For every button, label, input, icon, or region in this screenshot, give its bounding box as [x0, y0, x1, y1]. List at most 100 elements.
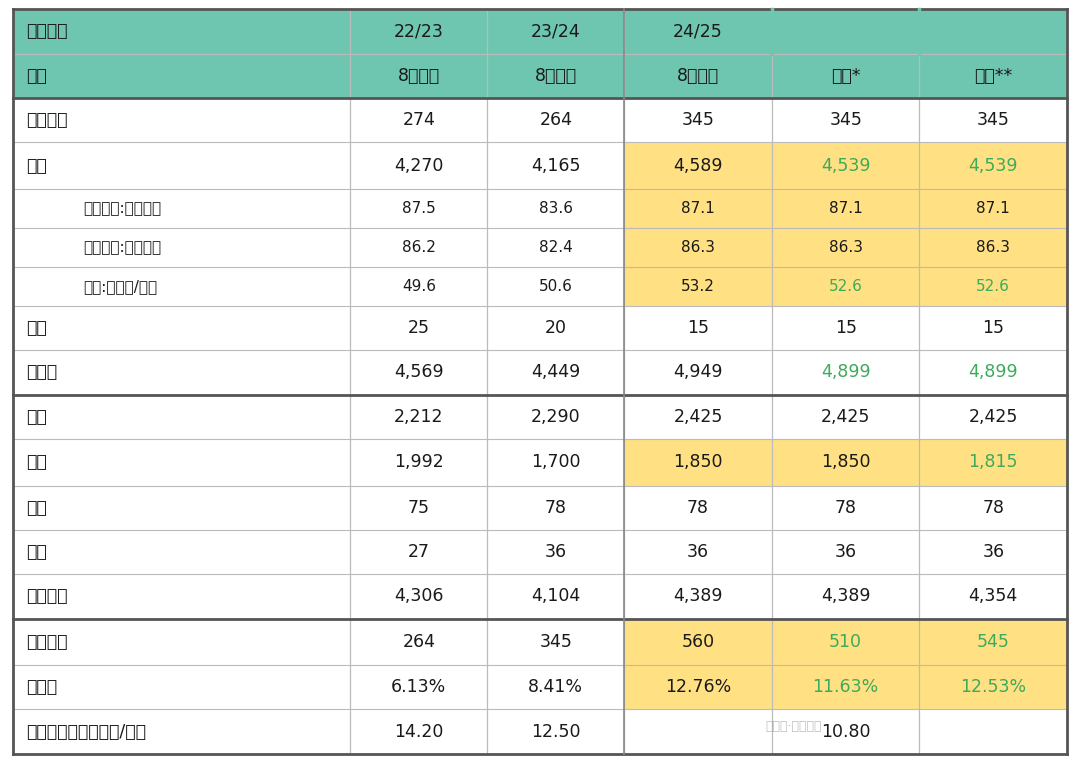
Text: 345: 345: [681, 111, 715, 129]
Bar: [624, 267, 772, 306]
Text: 52.6: 52.6: [976, 278, 1010, 294]
Text: 出口: 出口: [26, 453, 46, 472]
Text: 12.50: 12.50: [531, 723, 581, 741]
Text: 2,425: 2,425: [969, 407, 1018, 426]
Text: 11.63%: 11.63%: [812, 678, 879, 697]
Text: 4,165: 4,165: [531, 156, 581, 175]
Text: 83.6: 83.6: [539, 201, 572, 216]
Text: 36: 36: [982, 543, 1004, 561]
Text: 15: 15: [687, 319, 710, 337]
Text: 14.20: 14.20: [394, 723, 444, 741]
Text: 4,104: 4,104: [531, 588, 580, 605]
Text: 4,306: 4,306: [394, 588, 444, 605]
Text: 1,815: 1,815: [969, 453, 1018, 472]
Text: 1,992: 1,992: [394, 453, 444, 472]
Bar: [772, 53, 919, 98]
Text: 87.1: 87.1: [976, 201, 1010, 216]
Text: 12.53%: 12.53%: [960, 678, 1026, 697]
Text: 6.13%: 6.13%: [391, 678, 446, 697]
Text: 平均农场价格（美元/蒲）: 平均农场价格（美元/蒲）: [26, 723, 146, 741]
Text: 78: 78: [835, 499, 856, 517]
Text: 2,425: 2,425: [821, 407, 870, 426]
Text: 23/24: 23/24: [531, 22, 581, 40]
Text: 8月预估: 8月预估: [677, 66, 719, 85]
Text: 25: 25: [408, 319, 430, 337]
Text: 10.80: 10.80: [821, 723, 870, 741]
Text: 8月预估: 8月预估: [535, 66, 577, 85]
Bar: [919, 439, 1067, 485]
Text: 24/25: 24/25: [673, 22, 723, 40]
Text: 86.3: 86.3: [828, 240, 863, 255]
Bar: [624, 142, 772, 188]
Text: 560: 560: [681, 633, 715, 651]
Text: 78: 78: [544, 499, 567, 517]
Text: 1,850: 1,850: [673, 453, 723, 472]
Text: 15: 15: [982, 319, 1004, 337]
Text: 1,850: 1,850: [821, 453, 870, 472]
Bar: [772, 267, 919, 306]
Text: 1,700: 1,700: [531, 453, 581, 472]
Text: 压榨: 压榨: [26, 407, 46, 426]
Text: 545: 545: [976, 633, 1010, 651]
Text: 4,949: 4,949: [673, 363, 723, 382]
Bar: [624, 53, 772, 98]
Bar: [919, 142, 1067, 188]
Text: 264: 264: [539, 111, 572, 129]
Bar: [624, 9, 772, 53]
Text: 36: 36: [544, 543, 567, 561]
Text: 345: 345: [829, 111, 862, 129]
Bar: [772, 188, 919, 228]
Text: 20: 20: [544, 319, 567, 337]
Bar: [919, 9, 1067, 53]
Bar: [487, 53, 624, 98]
Bar: [772, 142, 919, 188]
Text: 期末库存: 期末库存: [26, 633, 67, 651]
Text: 87.1: 87.1: [828, 201, 863, 216]
Bar: [919, 228, 1067, 267]
Text: 510: 510: [829, 633, 862, 651]
Text: 4,449: 4,449: [531, 363, 580, 382]
Text: 4,899: 4,899: [821, 363, 870, 382]
Bar: [624, 188, 772, 228]
Bar: [772, 228, 919, 267]
Text: 公众号·国富研究: 公众号·国富研究: [766, 720, 822, 733]
Text: 预估**: 预估**: [974, 66, 1012, 85]
Text: 345: 345: [976, 111, 1010, 129]
Text: 总供给: 总供给: [26, 363, 57, 382]
Text: 15: 15: [835, 319, 856, 337]
Bar: [772, 9, 919, 53]
Text: 264: 264: [402, 633, 435, 651]
Text: 2,290: 2,290: [531, 407, 581, 426]
Text: 2,425: 2,425: [674, 407, 723, 426]
Text: 22/23: 22/23: [394, 22, 444, 40]
Text: 4,589: 4,589: [673, 156, 723, 175]
Bar: [919, 188, 1067, 228]
Bar: [350, 9, 487, 53]
Bar: [13, 9, 350, 53]
Text: 4,389: 4,389: [673, 588, 723, 605]
Text: 2,212: 2,212: [394, 407, 444, 426]
Text: 274: 274: [403, 111, 435, 129]
Text: 期初库存: 期初库存: [26, 111, 67, 129]
Text: 78: 78: [982, 499, 1004, 517]
Bar: [487, 9, 624, 53]
Text: 86.2: 86.2: [402, 240, 435, 255]
Text: 4,354: 4,354: [969, 588, 1017, 605]
Text: 总消耗量: 总消耗量: [26, 588, 67, 605]
Text: 4,389: 4,389: [821, 588, 870, 605]
Text: 75: 75: [408, 499, 430, 517]
Text: 27: 27: [408, 543, 430, 561]
Text: 86.3: 86.3: [976, 240, 1010, 255]
Text: 4,270: 4,270: [394, 156, 444, 175]
Text: 86.3: 86.3: [681, 240, 715, 255]
Bar: [919, 53, 1067, 98]
Text: 82.4: 82.4: [539, 240, 572, 255]
Text: 12.76%: 12.76%: [665, 678, 731, 697]
Text: 87.1: 87.1: [681, 201, 715, 216]
Text: 种用: 种用: [26, 499, 46, 517]
Bar: [13, 53, 350, 98]
Bar: [624, 228, 772, 267]
Text: 残值: 残值: [26, 543, 46, 561]
Text: 52.6: 52.6: [828, 278, 863, 294]
Text: 库销比: 库销比: [26, 678, 57, 697]
